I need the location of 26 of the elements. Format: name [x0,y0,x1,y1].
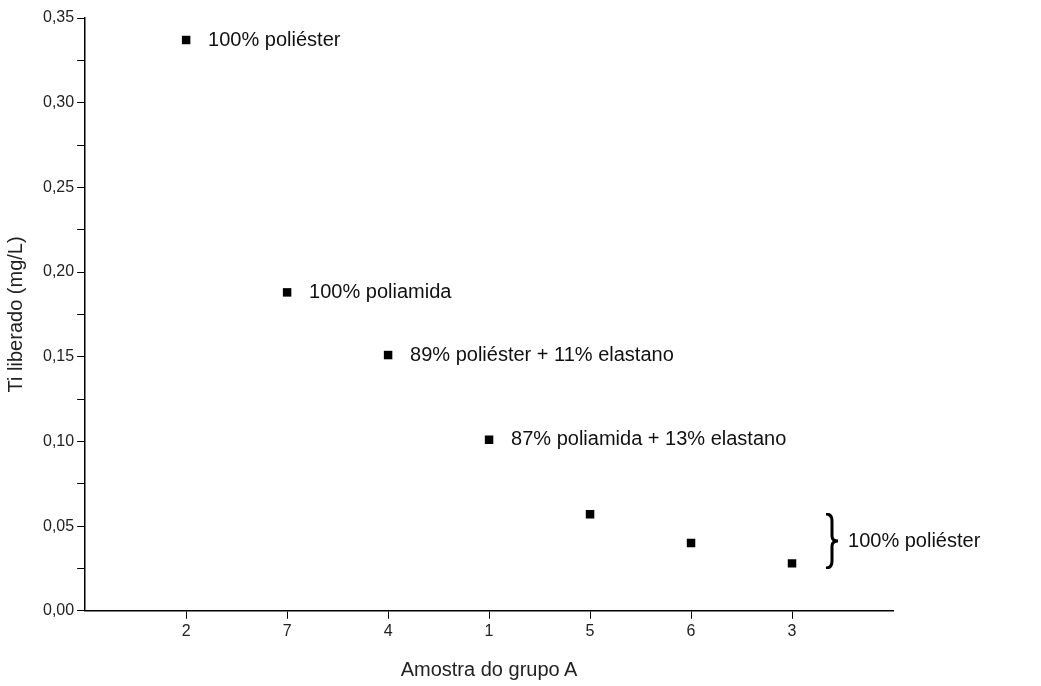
x-tick-label: 2 [181,621,191,639]
annotation: 100% poliéster [848,528,981,551]
annotation: 100% poliamida [309,279,453,302]
annotation: 100% poliéster [208,27,341,50]
x-tick-label: 3 [787,621,797,639]
y-tick-label: 0,00 [43,601,75,619]
y-tick-label: 0,05 [43,516,75,534]
point [282,288,292,297]
x-tick-label: 6 [686,621,696,639]
point [484,435,494,444]
annotation: 87% poliamida + 13% elastano [511,427,787,450]
point [787,559,797,568]
y-tick-label: 0,35 [43,8,75,26]
annotation: 89% poliéster + 11% elastano [410,342,674,365]
x-tick-label: 1 [484,621,494,639]
y-tick-label: 0,30 [43,93,75,111]
x-tick-label: 4 [383,621,393,639]
x-axis-title: Amostra do grupo A [400,657,579,680]
y-tick-label: 0,15 [43,347,75,365]
y-tick-label: 0,20 [43,262,75,280]
y-tick-label: 0,10 [43,431,75,449]
x-tick-label: 7 [282,621,292,639]
point [585,510,595,519]
y-axis-title: Ti liberado (mg/L) [3,236,26,393]
x-tick-label: 5 [585,621,595,639]
y-tick-label: 0,25 [43,177,75,195]
